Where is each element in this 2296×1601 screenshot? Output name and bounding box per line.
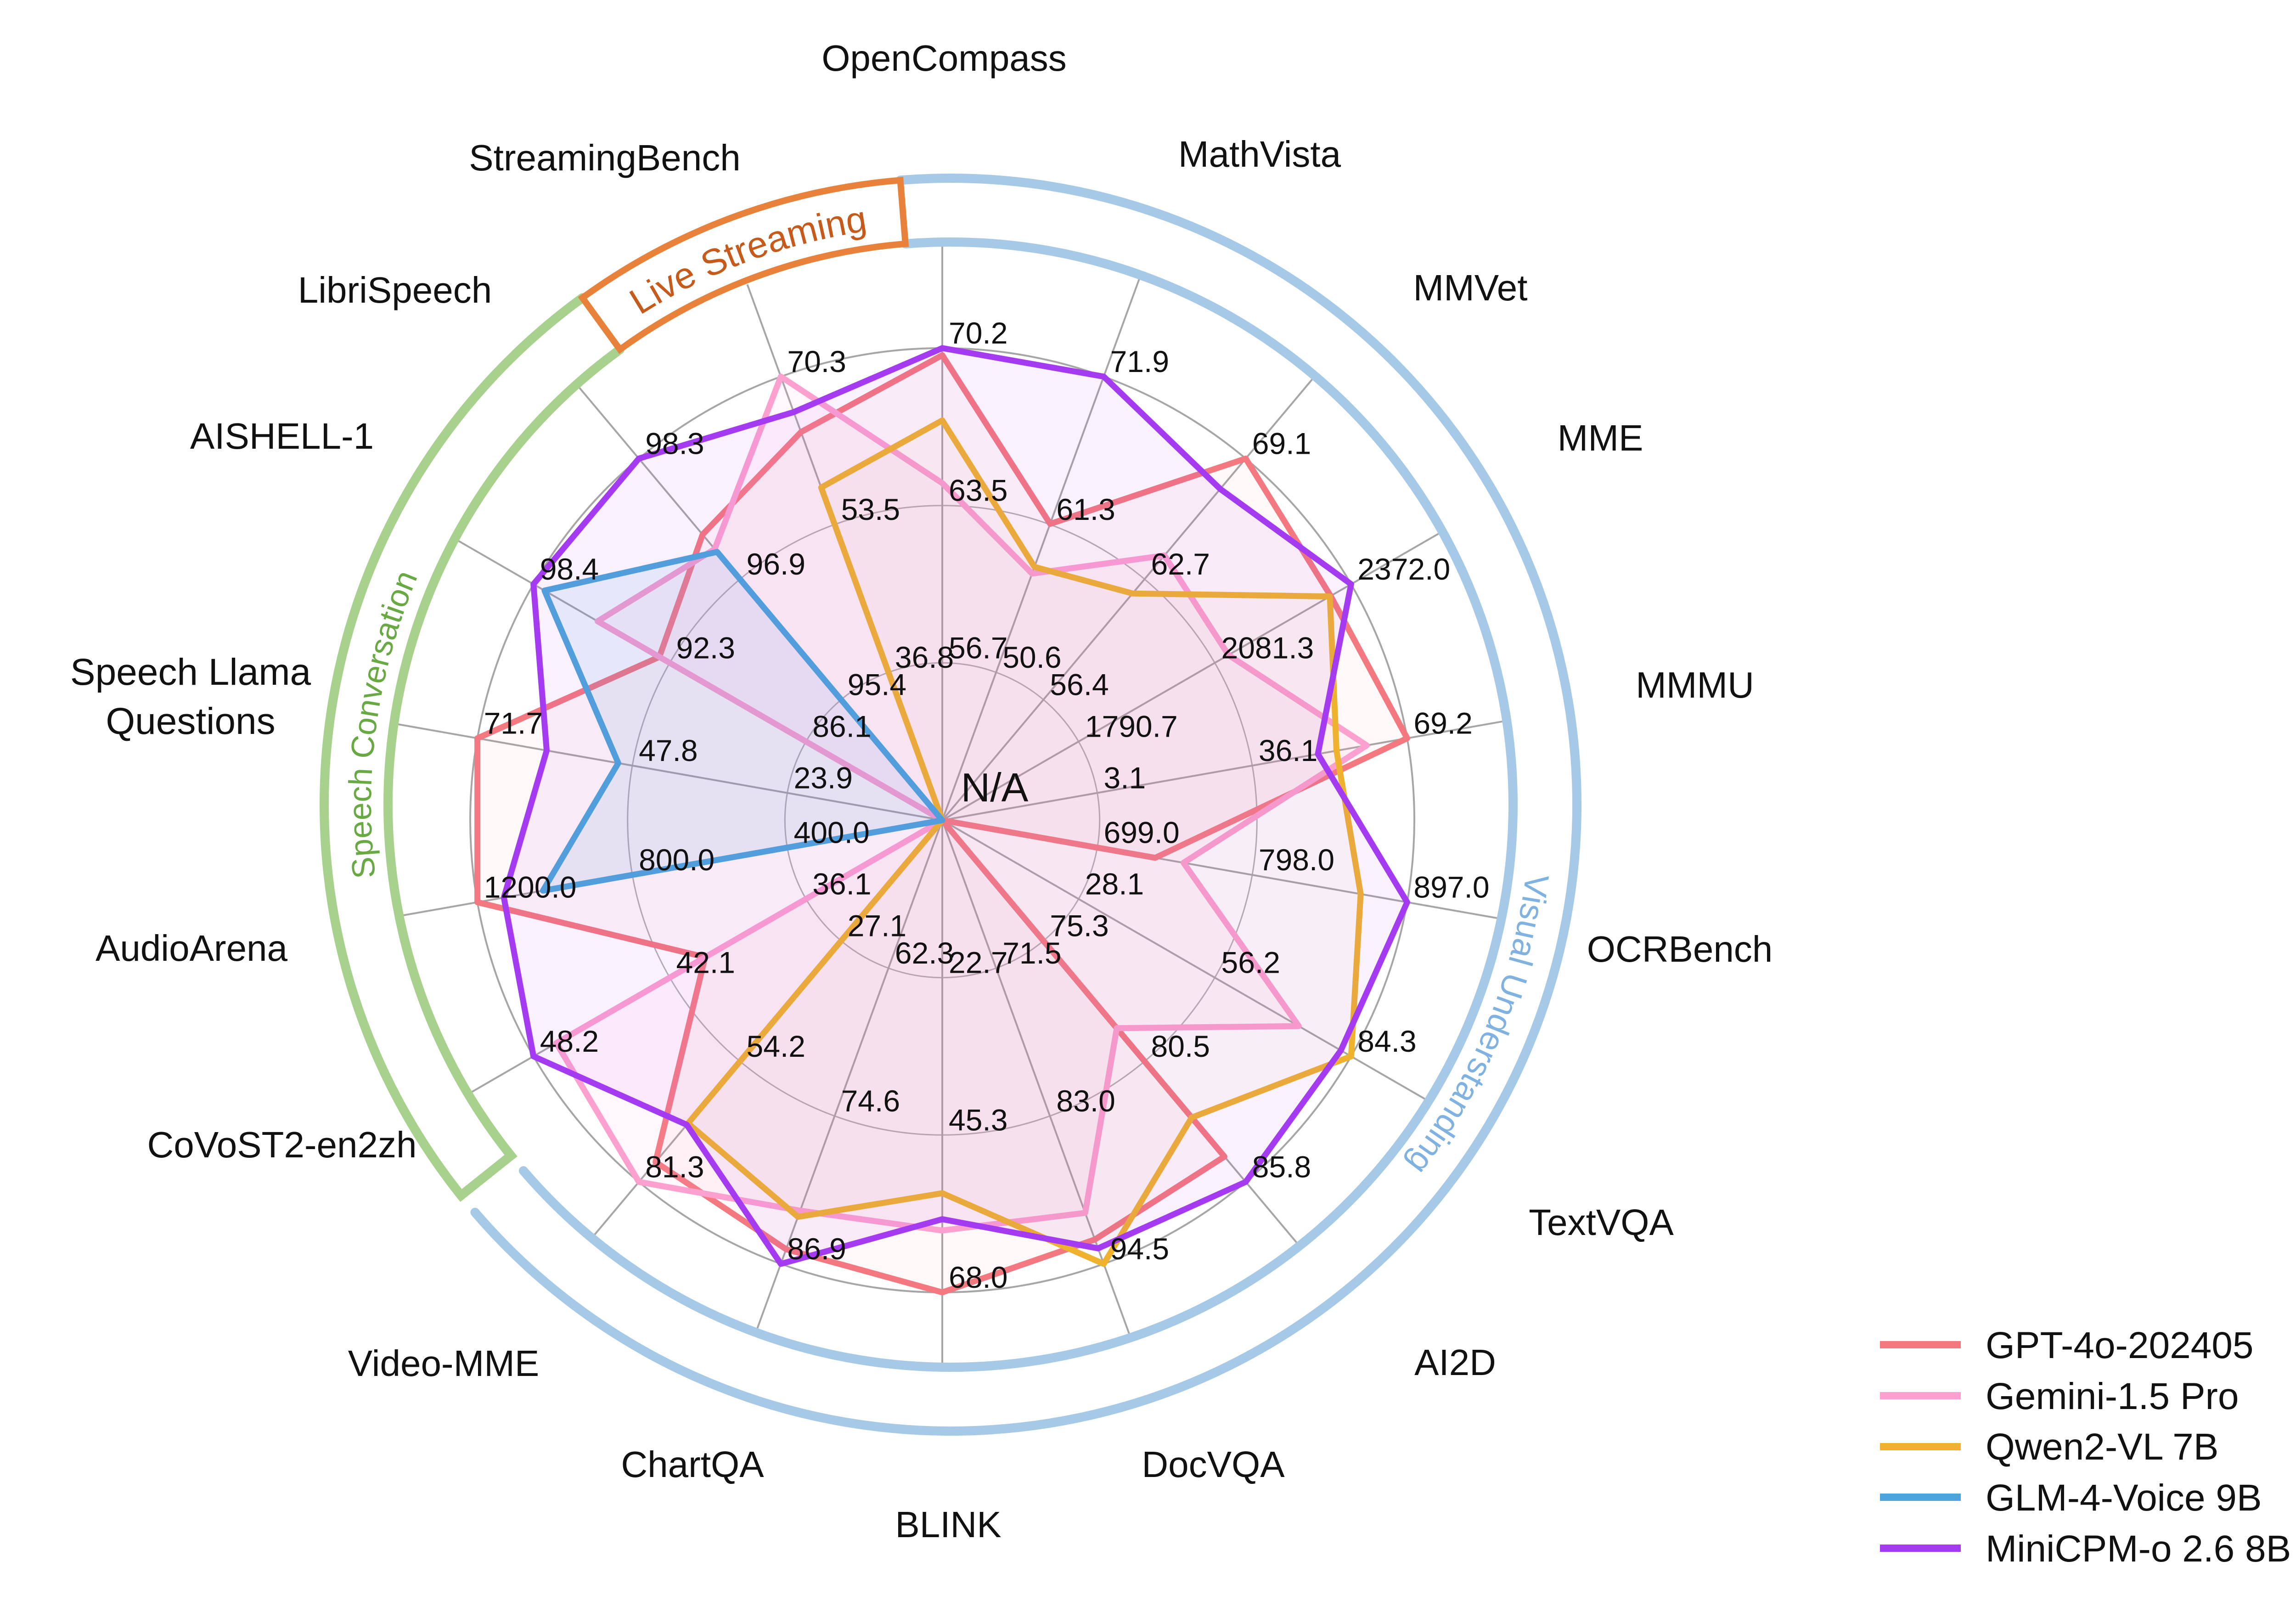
svg-text:96.9: 96.9 bbox=[747, 547, 805, 581]
svg-text:63.5: 63.5 bbox=[949, 474, 1007, 507]
svg-text:2372.0: 2372.0 bbox=[1357, 552, 1450, 586]
svg-text:AISHELL-1: AISHELL-1 bbox=[190, 416, 374, 457]
svg-text:N/A: N/A bbox=[961, 765, 1029, 810]
svg-text:800.0: 800.0 bbox=[639, 843, 715, 877]
svg-text:GPT-4o-202405: GPT-4o-202405 bbox=[1986, 1325, 2254, 1366]
svg-text:54.2: 54.2 bbox=[747, 1029, 805, 1063]
svg-text:22.7: 22.7 bbox=[949, 946, 1007, 980]
svg-text:MMVet: MMVet bbox=[1413, 267, 1528, 308]
svg-text:69.1: 69.1 bbox=[1252, 427, 1311, 461]
svg-text:MME: MME bbox=[1558, 417, 1643, 458]
svg-text:74.6: 74.6 bbox=[841, 1084, 900, 1118]
svg-text:23.9: 23.9 bbox=[794, 761, 853, 795]
svg-text:Questions: Questions bbox=[106, 700, 275, 742]
svg-text:71.5: 71.5 bbox=[1002, 936, 1061, 970]
svg-text:Speech Llama: Speech Llama bbox=[70, 651, 311, 693]
svg-text:45.3: 45.3 bbox=[949, 1103, 1007, 1137]
svg-text:GLM-4-Voice 9B: GLM-4-Voice 9B bbox=[1986, 1477, 2262, 1519]
svg-text:86.9: 86.9 bbox=[787, 1232, 846, 1266]
svg-text:62.3: 62.3 bbox=[895, 936, 954, 970]
svg-text:MiniCPM-o 2.6 8B: MiniCPM-o 2.6 8B bbox=[1986, 1528, 2291, 1570]
svg-text:MathVista: MathVista bbox=[1178, 134, 1341, 175]
svg-text:56.2: 56.2 bbox=[1221, 946, 1280, 980]
svg-text:98.4: 98.4 bbox=[540, 552, 599, 586]
svg-text:699.0: 699.0 bbox=[1104, 816, 1180, 850]
svg-text:27.1: 27.1 bbox=[848, 909, 906, 943]
svg-text:56.4: 56.4 bbox=[1050, 668, 1109, 702]
svg-text:1790.7: 1790.7 bbox=[1085, 710, 1178, 744]
svg-text:70.2: 70.2 bbox=[949, 316, 1007, 350]
svg-text:2081.3: 2081.3 bbox=[1221, 631, 1314, 665]
svg-text:Video-MME: Video-MME bbox=[348, 1343, 539, 1384]
svg-text:TextVQA: TextVQA bbox=[1529, 1202, 1674, 1243]
svg-text:28.1: 28.1 bbox=[1085, 867, 1144, 901]
svg-text:86.1: 86.1 bbox=[812, 710, 871, 744]
svg-text:92.3: 92.3 bbox=[676, 631, 735, 665]
svg-text:AudioArena: AudioArena bbox=[96, 928, 288, 969]
svg-text:85.8: 85.8 bbox=[1252, 1150, 1311, 1184]
svg-text:98.3: 98.3 bbox=[645, 427, 704, 461]
svg-text:71.7: 71.7 bbox=[484, 706, 543, 740]
svg-text:61.3: 61.3 bbox=[1056, 492, 1115, 526]
svg-text:56.7: 56.7 bbox=[949, 631, 1007, 665]
svg-text:897.0: 897.0 bbox=[1413, 870, 1489, 904]
svg-text:Gemini-1.5 Pro: Gemini-1.5 Pro bbox=[1986, 1376, 2239, 1417]
svg-text:94.5: 94.5 bbox=[1110, 1232, 1169, 1266]
svg-text:75.3: 75.3 bbox=[1050, 909, 1109, 943]
svg-text:OCRBench: OCRBench bbox=[1587, 929, 1773, 970]
svg-text:CoVoST2-en2zh: CoVoST2-en2zh bbox=[147, 1124, 416, 1165]
svg-text:83.0: 83.0 bbox=[1056, 1084, 1115, 1118]
svg-text:36.8: 36.8 bbox=[895, 640, 954, 674]
svg-text:81.3: 81.3 bbox=[645, 1150, 704, 1184]
svg-text:LibriSpeech: LibriSpeech bbox=[298, 270, 492, 310]
svg-text:62.7: 62.7 bbox=[1151, 547, 1210, 581]
svg-text:StreamingBench: StreamingBench bbox=[469, 137, 740, 178]
svg-text:AI2D: AI2D bbox=[1414, 1342, 1496, 1383]
svg-text:MMMU: MMMU bbox=[1636, 665, 1754, 705]
svg-text:Qwen2-VL 7B: Qwen2-VL 7B bbox=[1986, 1426, 2218, 1468]
svg-text:DocVQA: DocVQA bbox=[1142, 1444, 1285, 1485]
svg-text:OpenCompass: OpenCompass bbox=[822, 38, 1067, 79]
svg-text:80.5: 80.5 bbox=[1151, 1029, 1210, 1063]
svg-text:53.5: 53.5 bbox=[841, 492, 900, 526]
svg-text:798.0: 798.0 bbox=[1259, 843, 1334, 877]
svg-text:48.2: 48.2 bbox=[540, 1024, 599, 1058]
svg-text:69.2: 69.2 bbox=[1413, 706, 1472, 740]
svg-text:36.1: 36.1 bbox=[1259, 733, 1317, 767]
svg-text:71.9: 71.9 bbox=[1110, 344, 1169, 378]
svg-text:1200.0: 1200.0 bbox=[484, 870, 577, 904]
svg-text:68.0: 68.0 bbox=[949, 1260, 1007, 1294]
svg-text:BLINK: BLINK bbox=[895, 1504, 1001, 1545]
svg-text:47.8: 47.8 bbox=[639, 733, 698, 767]
svg-text:36.1: 36.1 bbox=[812, 867, 871, 901]
svg-text:84.3: 84.3 bbox=[1357, 1024, 1416, 1058]
svg-text:ChartQA: ChartQA bbox=[621, 1444, 764, 1485]
svg-text:70.3: 70.3 bbox=[787, 344, 846, 378]
svg-text:3.1: 3.1 bbox=[1104, 761, 1146, 795]
svg-text:42.1: 42.1 bbox=[676, 946, 735, 980]
svg-text:95.4: 95.4 bbox=[848, 668, 906, 702]
svg-text:400.0: 400.0 bbox=[794, 816, 870, 850]
svg-text:50.6: 50.6 bbox=[1002, 640, 1061, 674]
